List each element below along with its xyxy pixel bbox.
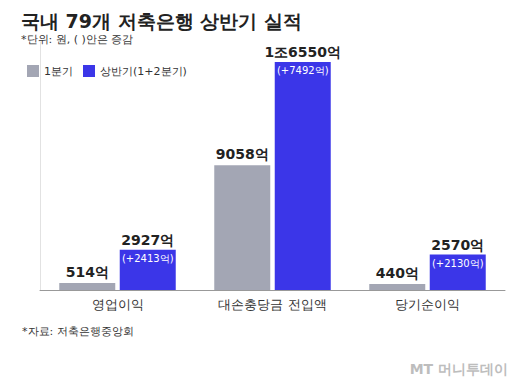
svg-text:대손충당금 전입액: 대손충당금 전입액 (218, 297, 326, 312)
svg-text:(+7492억): (+7492억) (277, 65, 329, 76)
svg-text:1분기: 1분기 (44, 65, 73, 78)
svg-text:MT 머니투데이: MT 머니투데이 (410, 361, 508, 377)
svg-text:9058억: 9058억 (216, 146, 269, 162)
svg-text:국내 79개 저축은행 상반기 실적: 국내 79개 저축은행 상반기 실적 (21, 10, 302, 32)
svg-text:1조6550억: 1조6550억 (264, 44, 341, 60)
svg-text:440억: 440억 (376, 265, 419, 281)
svg-text:*자료: 저축은행중앙회: *자료: 저축은행중앙회 (22, 325, 134, 338)
svg-text:당기순이익: 당기순이익 (395, 297, 460, 312)
svg-text:(+2413억): (+2413억) (122, 253, 174, 264)
svg-text:2927억: 2927억 (121, 232, 174, 248)
svg-text:514억: 514억 (66, 264, 109, 280)
svg-text:(+2130억): (+2130억) (432, 258, 484, 269)
svg-text:2570억: 2570억 (431, 237, 484, 253)
svg-text:*단위: 원, ( )안은 증감: *단위: 원, ( )안은 증감 (21, 33, 133, 46)
svg-text:영업이익: 영업이익 (92, 297, 144, 312)
svg-text:상반기(1+2분기): 상반기(1+2분기) (100, 65, 187, 78)
